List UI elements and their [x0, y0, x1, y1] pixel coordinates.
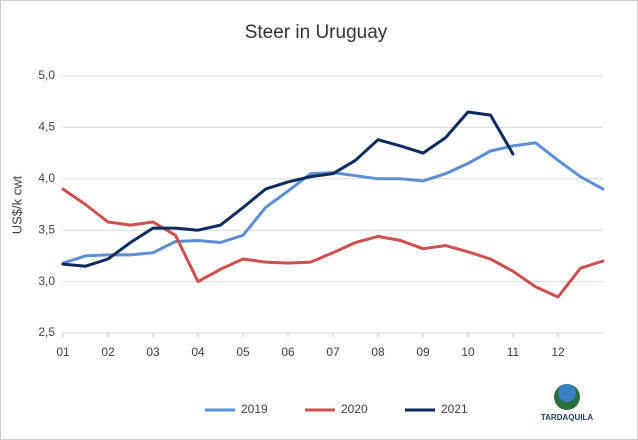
- x-tick-label: 11: [507, 345, 520, 359]
- logo-text: TARDAQUILA: [541, 413, 594, 422]
- logo-mark: [558, 384, 576, 402]
- x-tick-label: 08: [371, 345, 385, 359]
- y-axis-label: US$/k cwt: [9, 175, 24, 234]
- y-tick-label: 5,0: [38, 68, 55, 82]
- x-tick-label: 02: [101, 345, 115, 359]
- x-tick-label: 04: [191, 345, 205, 359]
- series-line: [61, 110, 515, 268]
- legend-label: 2019: [241, 402, 268, 416]
- x-tick-label: 06: [281, 345, 295, 359]
- x-tick-label: 09: [416, 345, 430, 359]
- y-tick-label: 2,5: [38, 325, 55, 339]
- x-tick-label: 10: [461, 345, 475, 359]
- chart-title: Steer in Uruguay: [245, 22, 388, 43]
- logo: TARDAQUILA: [541, 384, 594, 422]
- x-tick-label: 12: [551, 345, 565, 359]
- y-tick-label: 3,5: [38, 222, 55, 236]
- legend-label: 2020: [341, 402, 368, 416]
- series-line: [61, 187, 605, 299]
- x-tick-label: 03: [146, 345, 160, 359]
- x-tick-label: 05: [236, 345, 250, 359]
- x-tick-label: 07: [326, 345, 340, 359]
- x-tick-label: 01: [56, 345, 70, 359]
- legend-label: 2021: [441, 402, 468, 416]
- y-tick-label: 4,0: [38, 171, 55, 185]
- y-tick-label: 4,5: [38, 120, 55, 134]
- y-tick-label: 3,0: [38, 274, 55, 288]
